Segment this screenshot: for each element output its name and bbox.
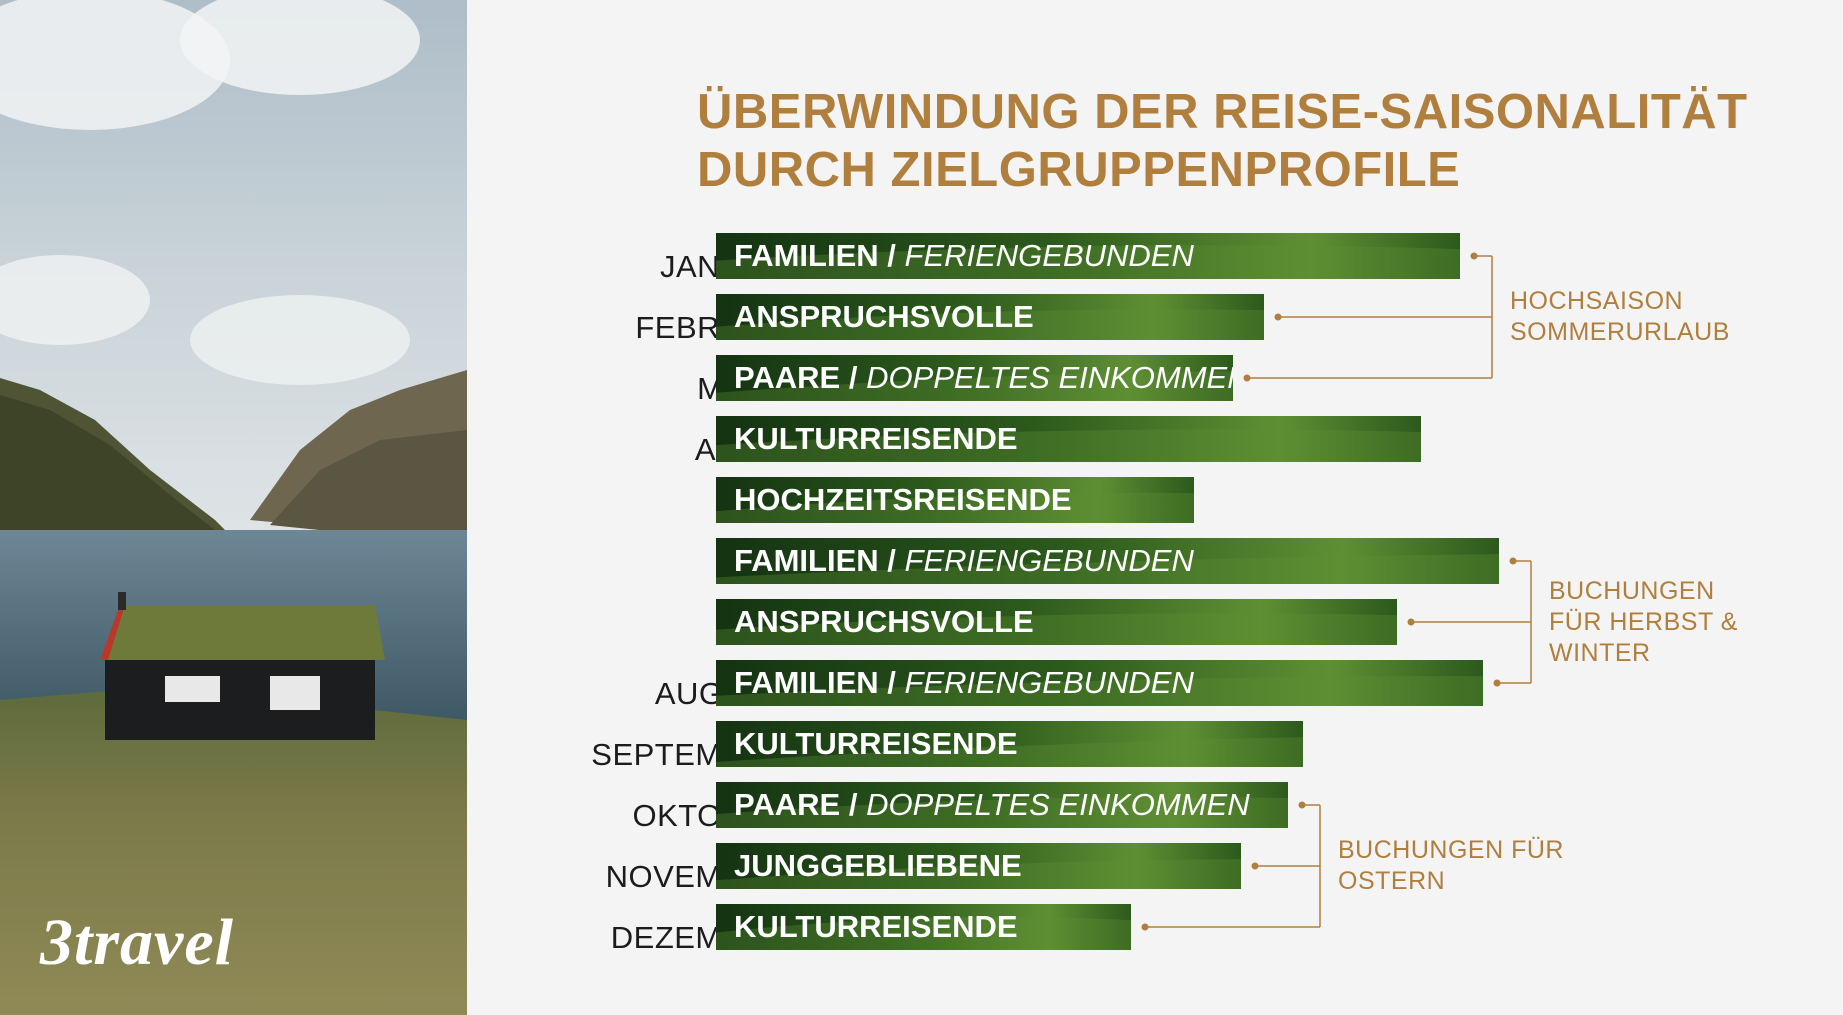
bar-label-subprofile: DOPPELTES EINKOMMEN bbox=[857, 360, 1233, 395]
annotation-label-0: HOCHSAISON SOMMERURLAUB bbox=[1510, 287, 1730, 346]
bar-juli: ANSPRUCHSVOLLE bbox=[716, 599, 1397, 645]
brand-logo: 3travel bbox=[40, 906, 234, 979]
connector-dot bbox=[1298, 801, 1306, 809]
bar-mai: HOCHZEITSREISENDE bbox=[716, 477, 1194, 523]
bar-m-rz: PAARE / DOPPELTES EINKOMMEN bbox=[716, 355, 1233, 401]
connector-dot bbox=[1243, 374, 1251, 382]
bar-november: JUNGGEBLIEBENE bbox=[716, 843, 1241, 889]
bar-label: JUNGGEBLIEBENE bbox=[734, 848, 1022, 884]
bar-august: FAMILIEN / FERIENGEBUNDEN bbox=[716, 660, 1483, 706]
bar-label: FAMILIEN / FERIENGEBUNDEN bbox=[734, 238, 1194, 274]
bar-label: FAMILIEN / FERIENGEBUNDEN bbox=[734, 665, 1194, 701]
bar-label-profile: FAMILIEN / bbox=[734, 665, 896, 700]
bar-januar: FAMILIEN / FERIENGEBUNDEN bbox=[716, 233, 1460, 279]
chart-title-line-2: DURCH ZIELGRUPPENPROFILE bbox=[697, 143, 1461, 197]
connector-dot bbox=[1407, 618, 1415, 626]
bar-label-profile: KULTURREISENDE bbox=[734, 909, 1018, 944]
connector-dot bbox=[1141, 923, 1149, 931]
bar-april: KULTURREISENDE bbox=[716, 416, 1421, 462]
bar-september: KULTURREISENDE bbox=[716, 721, 1303, 767]
annotation-label-1: BUCHUNGEN FÜR HERBST & WINTER bbox=[1549, 577, 1738, 667]
bar-februar: ANSPRUCHSVOLLE bbox=[716, 294, 1264, 340]
bar-label: KULTURREISENDE bbox=[734, 909, 1018, 945]
connector-dot bbox=[1251, 862, 1259, 870]
bar-label-profile: ANSPRUCHSVOLLE bbox=[734, 299, 1034, 334]
bar-label-subprofile: DOPPELTES EINKOMMEN bbox=[857, 787, 1250, 822]
connector-dot bbox=[1509, 557, 1517, 565]
bar-label-subprofile: FERIENGEBUNDEN bbox=[895, 665, 1194, 700]
bar-label: PAARE / DOPPELTES EINKOMMEN bbox=[734, 360, 1233, 396]
bar-label: HOCHZEITSREISENDE bbox=[734, 482, 1072, 518]
bar-label-subprofile: FERIENGEBUNDEN bbox=[895, 543, 1194, 578]
bar-label-profile: HOCHZEITSREISENDE bbox=[734, 482, 1072, 517]
bar-label-subprofile: FERIENGEBUNDEN bbox=[895, 238, 1194, 273]
bar-label-profile: PAARE / bbox=[734, 787, 858, 822]
annotation-label-2: BUCHUNGEN FÜR OSTERN bbox=[1338, 836, 1564, 895]
bar-label-profile: KULTURREISENDE bbox=[734, 421, 1018, 456]
connector-dot bbox=[1493, 679, 1501, 687]
bar-label: ANSPRUCHSVOLLE bbox=[734, 604, 1034, 640]
connector-dot bbox=[1274, 313, 1282, 321]
annotation-connectors bbox=[1141, 252, 1532, 931]
bar-label: ANSPRUCHSVOLLE bbox=[734, 299, 1034, 335]
bar-label: KULTURREISENDE bbox=[734, 726, 1018, 762]
connector-dot bbox=[1470, 252, 1478, 260]
landscape-photo: 3travel bbox=[0, 0, 467, 1015]
bar-oktober: PAARE / DOPPELTES EINKOMMEN bbox=[716, 782, 1288, 828]
bar-juni: FAMILIEN / FERIENGEBUNDEN bbox=[716, 538, 1499, 584]
chart-panel: ÜBERWINDUNG DER REISE-SAISONALITÄT DURCH… bbox=[467, 0, 1843, 1015]
bar-label-profile: KULTURREISENDE bbox=[734, 726, 1018, 761]
bar-label: FAMILIEN / FERIENGEBUNDEN bbox=[734, 543, 1194, 579]
bar-label-profile: PAARE / bbox=[734, 360, 858, 395]
bar-label: PAARE / DOPPELTES EINKOMMEN bbox=[734, 787, 1250, 823]
bar-label-profile: FAMILIEN / bbox=[734, 238, 896, 273]
bar-label-profile: ANSPRUCHSVOLLE bbox=[734, 604, 1034, 639]
bar-dezember: KULTURREISENDE bbox=[716, 904, 1131, 950]
bar-label: KULTURREISENDE bbox=[734, 421, 1018, 457]
bar-label-profile: FAMILIEN / bbox=[734, 543, 896, 578]
bar-label-profile: JUNGGEBLIEBENE bbox=[734, 848, 1022, 883]
chart-title-line-1: ÜBERWINDUNG DER REISE-SAISONALITÄT bbox=[697, 85, 1748, 139]
